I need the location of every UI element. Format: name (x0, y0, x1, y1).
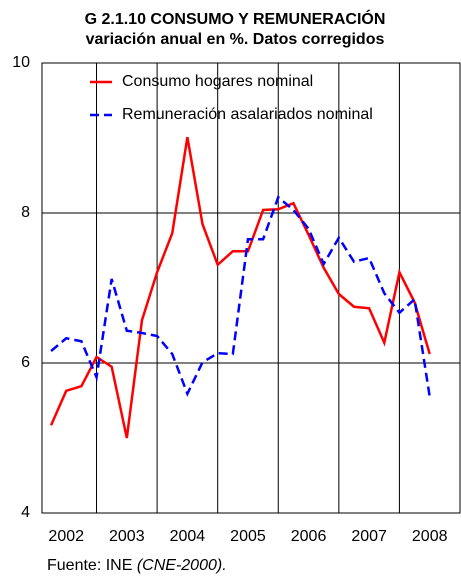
legend-label: Consumo hogares nominal (122, 73, 313, 90)
chart-subtitle: variación anual en %. Datos corregidos (86, 31, 385, 48)
y-tick-label: 8 (21, 204, 30, 221)
x-tick-label: 2008 (412, 528, 448, 545)
plot-frame (41, 62, 461, 514)
y-tick-label: 4 (21, 504, 30, 521)
x-tick-label: 2006 (291, 528, 327, 545)
legend-label: Remuneración asalariados nominal (122, 106, 373, 123)
series-line (49, 137, 431, 439)
series-line (50, 195, 431, 397)
x-tick-label: 2007 (351, 528, 387, 545)
source-text: Fuente: INE (47, 557, 132, 574)
chart-title: G 2.1.10 CONSUMO Y REMUNERACIÓN (85, 9, 386, 28)
y-tick-label: 10 (12, 54, 30, 71)
source-note: (CNE-2000). (137, 557, 227, 574)
y-tick-label: 6 (21, 354, 30, 371)
source: Fuente: INE (CNE-2000). (47, 557, 227, 574)
x-tick-label: 2005 (230, 528, 266, 545)
x-tick-label: 2004 (170, 528, 206, 545)
x-tick-label: 2003 (109, 528, 145, 545)
x-tick-label: 2002 (48, 528, 84, 545)
